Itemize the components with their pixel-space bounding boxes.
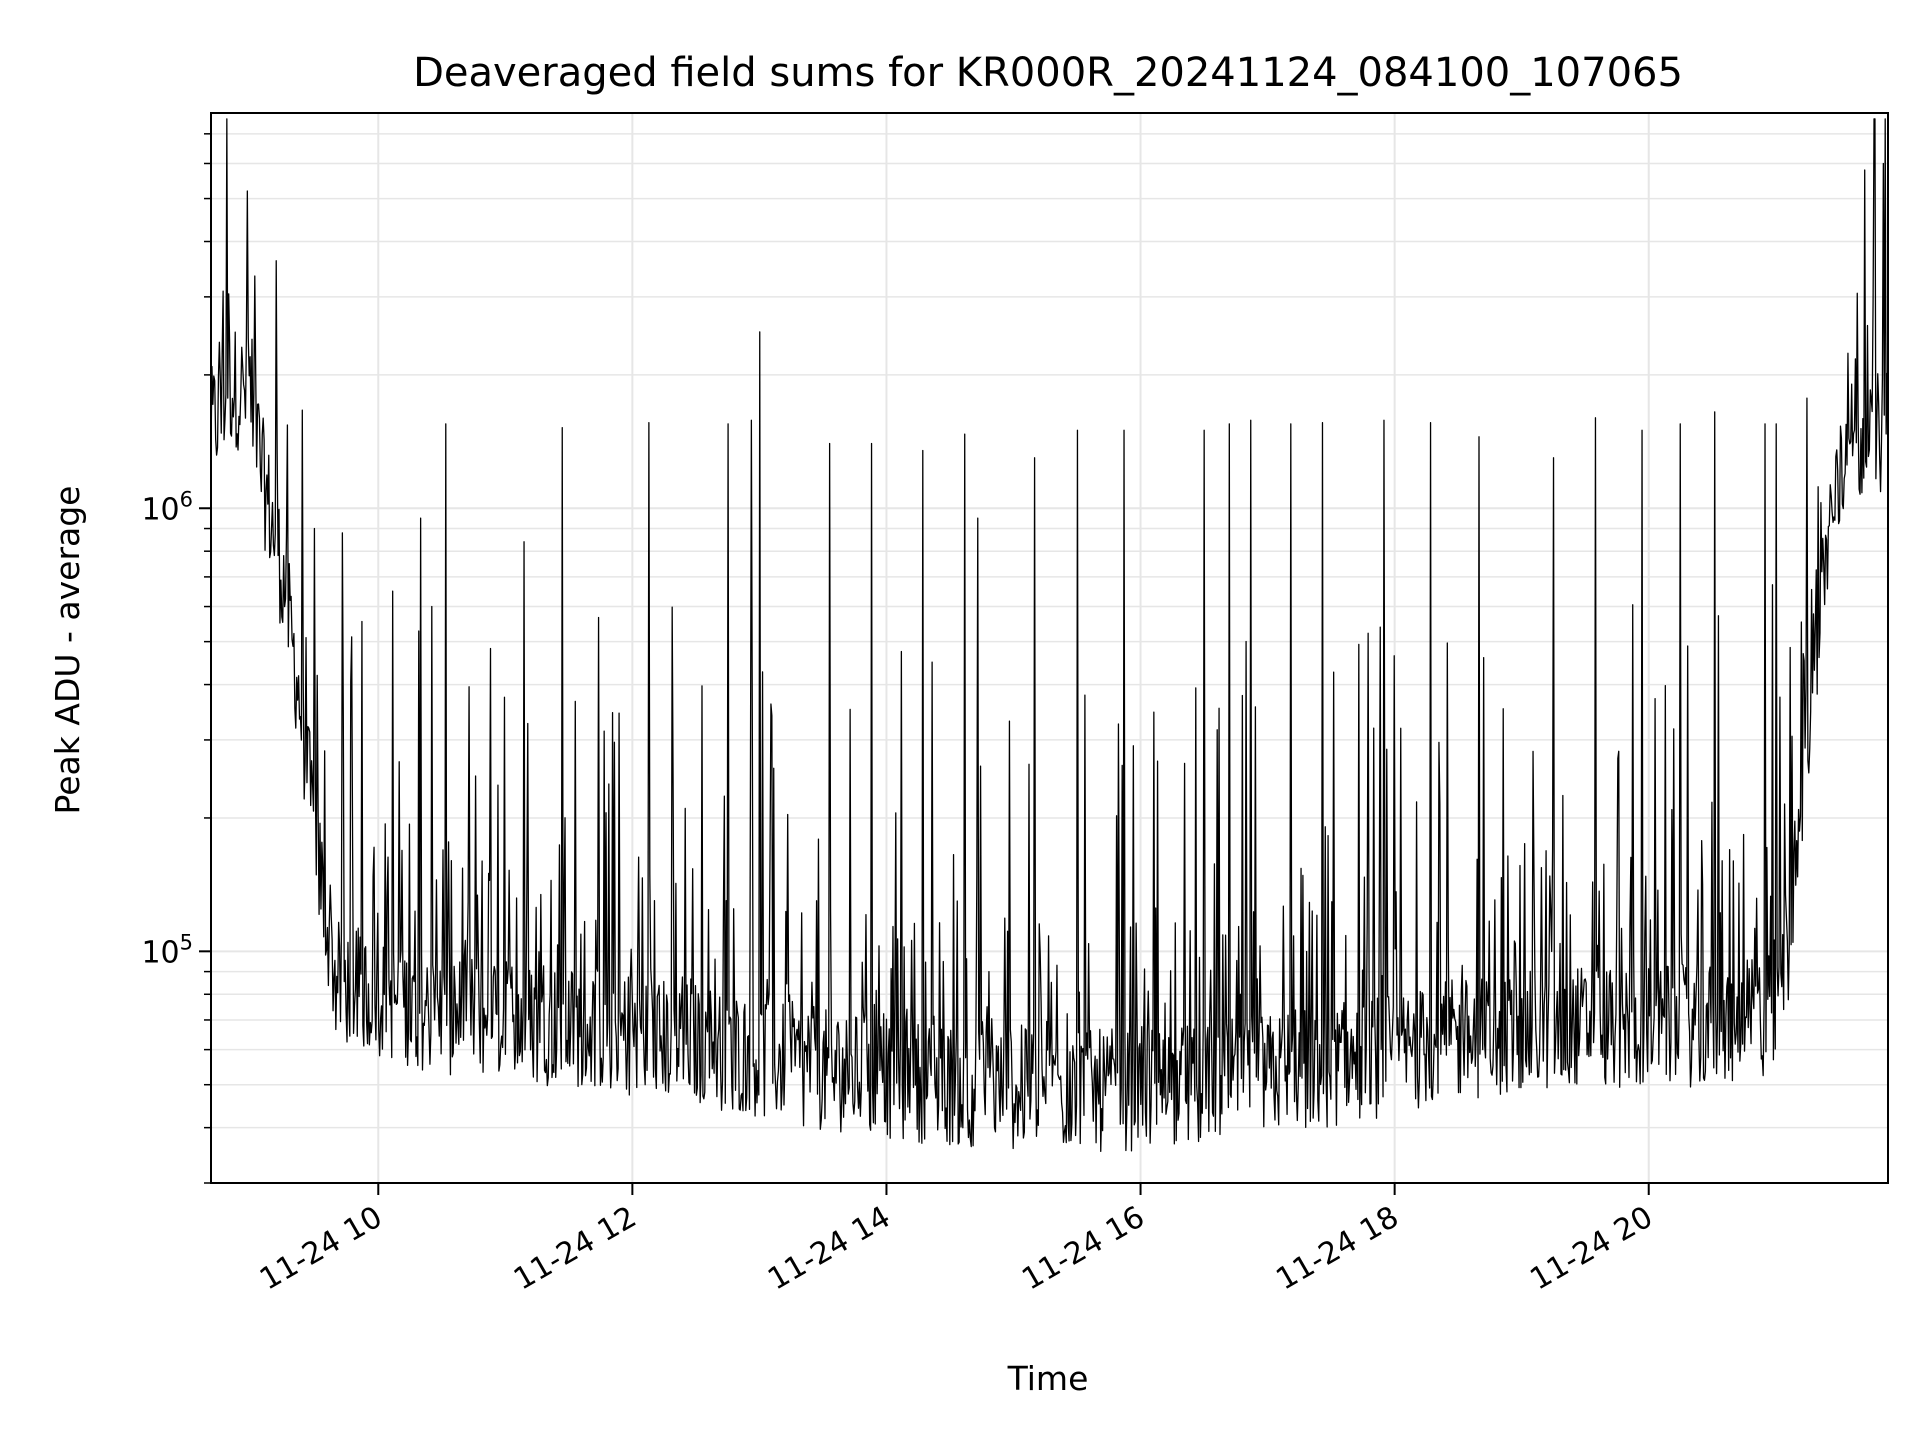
- y-axis-title: Peak ADU - average: [48, 486, 87, 815]
- x-axis-title: Time: [1007, 1359, 1089, 1398]
- y-tick-label: 105: [141, 930, 193, 970]
- plot-frame: [210, 112, 1889, 1184]
- chart-title: Deaveraged field sums for KR000R_2024112…: [413, 50, 1683, 96]
- data-line: [210, 118, 1889, 1153]
- series-line: [210, 118, 1889, 1153]
- y-tick-label: 106: [141, 487, 193, 527]
